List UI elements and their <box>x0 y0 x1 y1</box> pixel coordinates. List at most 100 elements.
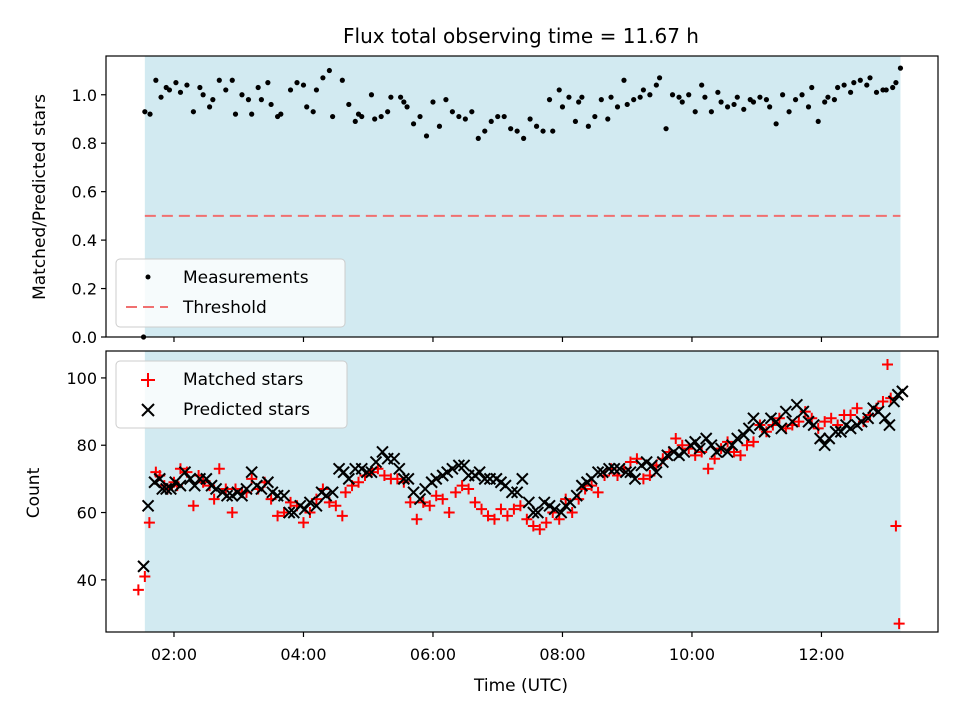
measurement-point <box>495 113 501 120</box>
predicted-star-point <box>693 442 706 455</box>
matched-star-point <box>670 432 682 444</box>
matched-star-point <box>187 500 199 512</box>
predicted-star-point <box>699 432 713 445</box>
predicted-star-point <box>650 465 663 479</box>
predicted-star-point <box>516 472 529 486</box>
matched-star-point <box>521 513 533 525</box>
measurement-point <box>692 109 698 115</box>
measurement-point <box>443 97 449 103</box>
measurement-point <box>857 77 863 83</box>
measurement-point <box>799 92 805 98</box>
predicted-star-point <box>245 465 258 479</box>
measurement-point <box>897 65 904 71</box>
measurement-point <box>304 104 310 110</box>
measurement-point <box>153 77 159 83</box>
measurement-point <box>585 123 591 129</box>
matched-star-point <box>353 476 365 488</box>
matched-star-point <box>340 486 352 498</box>
bottom-y-tick-label: 60 <box>77 504 97 523</box>
matched-star-point <box>851 402 863 414</box>
measurements-series <box>140 65 904 340</box>
measurement-point <box>679 99 685 105</box>
predicted-star-point <box>376 445 389 459</box>
measurement-point <box>851 80 857 86</box>
top-axes-frame <box>105 55 939 338</box>
predicted-star-point <box>548 502 561 516</box>
measurement-point <box>647 92 653 98</box>
measurement-point <box>482 128 488 134</box>
measurement-point <box>640 87 647 93</box>
predicted-star-point <box>153 472 166 486</box>
predicted-star-point <box>855 415 868 428</box>
predicted-star-point <box>613 462 626 475</box>
measurement-point <box>831 97 838 103</box>
bottom-legend: Matched stars Predicted stars <box>115 360 348 429</box>
matched-star-point <box>278 507 290 519</box>
predicted-star-point <box>807 418 820 432</box>
predicted-star-point <box>283 506 296 519</box>
measurement-point <box>527 116 533 122</box>
measurement-point <box>780 92 786 98</box>
measurement-point <box>579 94 585 100</box>
measurement-point <box>809 84 815 91</box>
measurement-point <box>346 101 352 108</box>
measurement-point <box>388 94 394 100</box>
predicted-star-point <box>829 425 842 438</box>
matched-star-point <box>132 584 144 596</box>
matched-star-point <box>534 523 546 535</box>
measurement-point <box>750 99 757 105</box>
predicted-star-point <box>624 465 637 479</box>
predicted-star-point <box>240 482 253 496</box>
measurement-point <box>715 89 721 95</box>
matched-star-point <box>404 496 416 508</box>
predicted-star-point <box>775 422 788 435</box>
predicted-star-point <box>160 482 173 496</box>
measurement-point <box>326 67 332 74</box>
measurement-point <box>514 128 520 134</box>
predicted-star-point <box>758 425 771 438</box>
legend-measurements-label: Measurements <box>183 268 309 288</box>
measurement-point <box>540 128 546 134</box>
predicted-star-point <box>797 405 810 418</box>
matched-star-point <box>631 453 643 465</box>
predicted-star-point <box>786 415 799 428</box>
top-y-tick-label: 0.8 <box>72 134 97 153</box>
measurement-point <box>372 116 378 122</box>
measurement-point <box>566 94 572 100</box>
predicted-star-point <box>319 489 333 502</box>
legend-cross-marker <box>141 403 155 417</box>
predicted-star-point <box>844 422 857 435</box>
matched-star-point <box>825 412 837 424</box>
measurement-point <box>197 84 203 91</box>
predicted-star-point <box>365 465 378 479</box>
measurement-point <box>352 118 358 125</box>
measurement-point <box>734 94 740 100</box>
measurement-point <box>147 111 153 117</box>
measurement-point <box>792 97 799 103</box>
matched-star-point <box>592 486 604 498</box>
measurement-point <box>206 104 213 110</box>
measurement-point <box>893 80 899 86</box>
predicted-star-point <box>137 560 150 573</box>
predicted-star-point <box>591 465 605 479</box>
matched-star-point <box>469 496 481 508</box>
predicted-star-point <box>452 459 466 472</box>
measurement-point <box>702 94 708 100</box>
matched-star-point <box>297 517 309 529</box>
predicted-star-point <box>531 506 545 519</box>
measurement-point <box>177 89 184 95</box>
matched-star-point <box>845 409 857 421</box>
predicted-star-point <box>570 489 583 502</box>
measurement-point <box>232 111 239 117</box>
predicted-star-point <box>310 499 323 513</box>
matched-star-point <box>272 510 284 522</box>
measurement-point <box>624 101 630 108</box>
measurement-point <box>436 123 443 129</box>
matched-star-point <box>735 449 747 461</box>
measurement-point <box>229 77 235 83</box>
predicted-star-point <box>753 418 767 432</box>
measurement-point <box>166 87 173 93</box>
measurement-point <box>864 82 870 88</box>
matched-star-point <box>208 493 220 505</box>
measurement-point <box>142 109 148 115</box>
